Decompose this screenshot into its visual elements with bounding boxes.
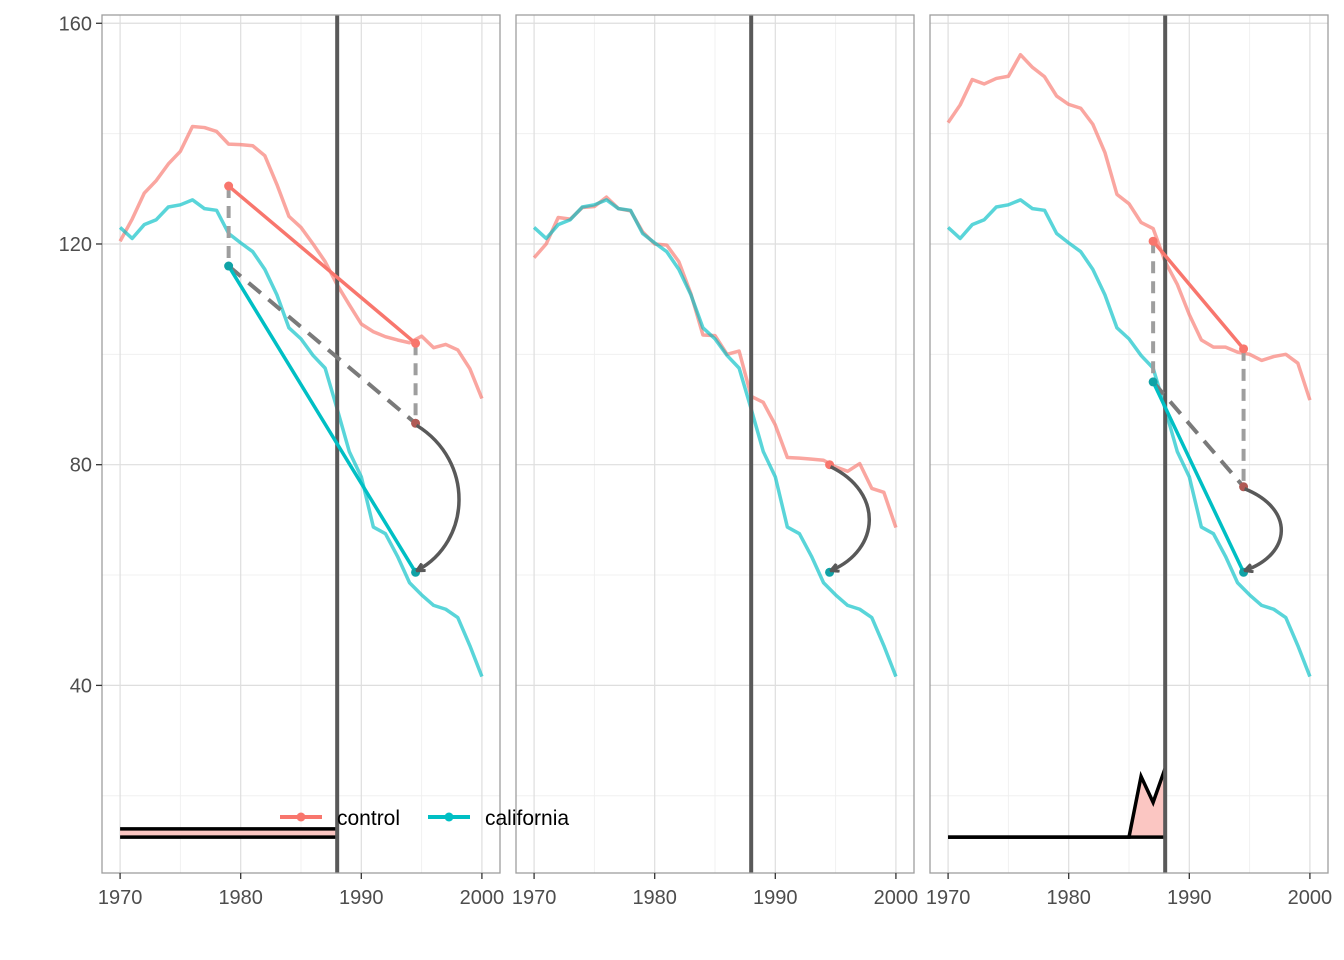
minor-grid <box>516 15 914 873</box>
control-trend-line <box>1151 240 1245 350</box>
series-line-california <box>532 198 898 678</box>
x-tick-label: 1970 <box>512 887 557 909</box>
x-tick-label: 1970 <box>926 887 971 909</box>
minor-grid <box>930 15 1328 873</box>
control-trend-line <box>227 184 417 345</box>
y-tick-label: 120 <box>59 234 92 256</box>
y-axis: 40 80 120 160 <box>59 13 102 697</box>
effect-arrow <box>831 465 872 571</box>
control-post-point <box>1239 344 1249 354</box>
legend-key-point <box>444 812 454 822</box>
x-tick-label: 1970 <box>98 887 143 909</box>
panels-layer: 1970 1980 1990 2000 1970 1980 1990 2000 1970 1980… <box>98 14 1332 909</box>
effect-arrow <box>1245 487 1283 571</box>
legend-key-point <box>296 812 306 822</box>
minor-grid <box>102 15 500 873</box>
control-pre-point <box>1148 236 1158 246</box>
counterfactual-trend-dashed <box>227 264 417 425</box>
series-line-control <box>118 124 484 400</box>
x-tick-label: 2000 <box>1288 887 1333 909</box>
major-grid <box>516 15 914 873</box>
counterfactual-trend-dashed <box>1151 380 1246 489</box>
legend: control california <box>280 807 569 830</box>
x-tick-label: 2000 <box>460 887 505 909</box>
panel-border <box>515 14 915 874</box>
x-axis-panel-2: 1970 1980 1990 2000 <box>512 873 918 909</box>
panel-border <box>101 14 501 874</box>
y-tick-label: 160 <box>59 13 92 35</box>
california-trend-line <box>227 265 418 574</box>
x-tick-label: 2000 <box>874 887 919 909</box>
x-axis-panel-3: 1970 1980 1990 2000 <box>926 873 1332 909</box>
series-line-california <box>118 198 484 678</box>
legend-item-california: california <box>428 807 569 830</box>
weights-upper-line <box>948 767 1167 839</box>
legend-label: california <box>485 807 569 830</box>
x-axis-panel-1: 1970 1980 1990 2000 <box>98 873 504 909</box>
major-grid <box>102 15 500 873</box>
weights-area <box>948 768 1166 838</box>
y-tick-label: 40 <box>70 675 92 697</box>
panel-2: 1970 1980 1990 2000 <box>512 14 918 909</box>
major-grid <box>930 15 1328 873</box>
x-tick-label: 1980 <box>632 887 677 909</box>
california-pre-point <box>1148 377 1158 387</box>
control-pre-point <box>224 181 234 191</box>
x-tick-label: 1990 <box>339 887 384 909</box>
california-pre-point <box>224 261 234 271</box>
panel-1: 1970 1980 1990 2000 <box>98 14 504 909</box>
x-tick-label: 1980 <box>1046 887 1091 909</box>
legend-item-control: control <box>280 807 400 830</box>
x-tick-label: 1990 <box>753 887 798 909</box>
x-tick-label: 1980 <box>218 887 263 909</box>
panel-3: 1970 1980 1990 2000 <box>926 14 1332 909</box>
california-trend-line <box>1151 381 1246 574</box>
legend-label: control <box>337 807 400 830</box>
x-tick-label: 1990 <box>1167 887 1212 909</box>
y-tick-label: 80 <box>70 455 92 477</box>
effect-arrow <box>417 423 461 570</box>
control-post-point <box>411 338 421 348</box>
panel-border <box>929 14 1329 874</box>
series-line-california <box>946 198 1312 678</box>
weights-area <box>120 828 338 838</box>
series-line-control <box>946 52 1312 401</box>
